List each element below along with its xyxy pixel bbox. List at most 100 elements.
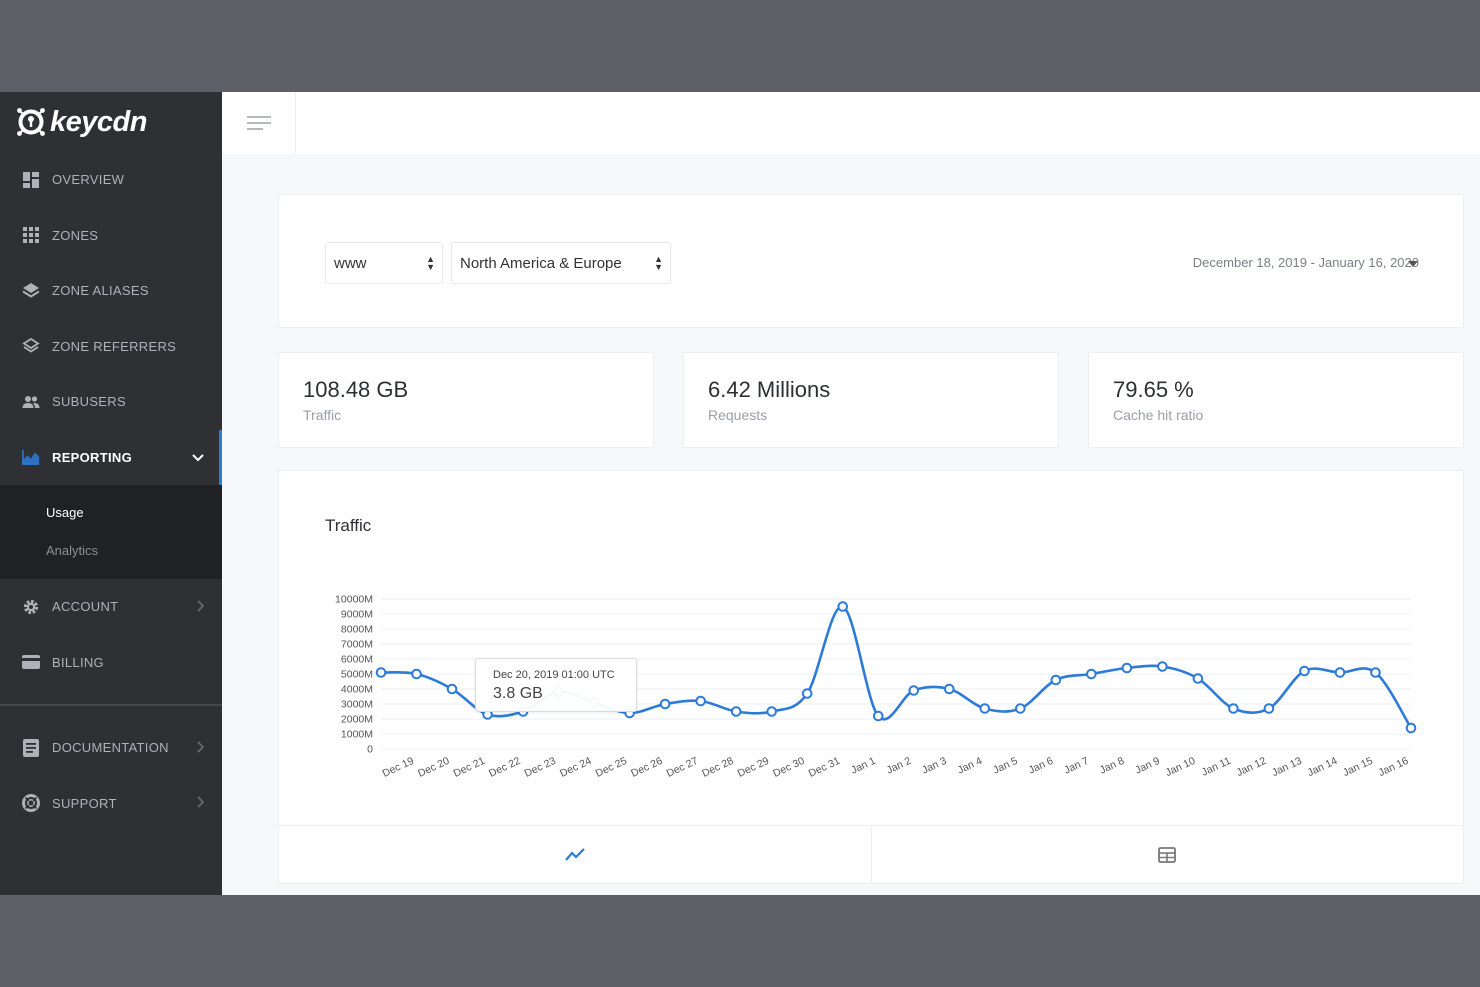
sidebar-item-zones[interactable]: ZONES [0,208,222,264]
menu-toggle-button[interactable] [222,92,296,154]
sidebar-item-label: DOCUMENTATION [52,740,169,756]
sidebar: keycdn OVERVIEW ZONES ZONE ALIASES ZONE … [0,92,222,895]
traffic-line-chart[interactable]: 0 1000M 2000M 3000M 4000M 5000M 6000M 7000M 8000… [279,471,1465,827]
hamburger-icon [246,116,271,118]
data-point [446,683,458,695]
data-point [1405,722,1417,734]
y-tick-label: 4000M [341,684,373,696]
data-point [1157,661,1168,672]
sidebar-item-billing[interactable]: BILLING [0,635,222,691]
dashboard-icon [22,171,40,189]
select-arrows-icon: ▲ ▼ [426,254,435,272]
sidebar-item-label: ZONES [52,227,99,243]
data-point [766,706,777,717]
sidebar-divider [0,704,222,706]
tooltip-value: 3.8 GB [493,685,543,702]
reporting-submenu: Usage Analytics [0,485,222,579]
sidebar-item-zone-referrers[interactable]: ZONE REFERRERS [0,319,222,375]
zone-select[interactable]: www ▲ ▼ [325,242,443,284]
data-point [1121,662,1133,674]
x-tick-label: Dec 23 [523,755,558,780]
tab-line-view[interactable] [279,826,871,883]
data-point [872,710,884,722]
select-arrows-icon: ▲ ▼ [654,254,663,272]
x-tick-label: Dec 24 [558,755,593,780]
chart-area-icon [22,448,40,466]
date-range-picker[interactable]: December 18, 2019 - January 16, 2020 [1192,255,1419,270]
filter-panel: www ▲ ▼ North America & Europe ▲ ▼ Decembe… [278,194,1464,328]
sidebar-item-label: SUBUSERS [52,394,126,410]
stat-label: Requests [708,407,768,423]
data-point [908,685,920,696]
y-tick-label: 5000M [341,669,373,681]
x-tick-label: Dec 30 [771,755,806,780]
y-tick-label: 7000M [341,639,373,651]
chart-view-tabs [279,825,1463,883]
users-icon [22,393,40,411]
sidebar-item-reporting[interactable]: REPORTING [0,429,222,486]
chevron-right-icon [196,795,205,811]
x-tick-label: Jan 12 [1235,755,1269,779]
sidebar-item-documentation[interactable]: DOCUMENTATION [0,720,222,776]
data-point [943,683,955,695]
data-point [1050,674,1062,686]
y-tick-label: 1000M [341,729,373,741]
y-tick-label: 9000M [341,609,373,621]
stat-label: Traffic [303,407,342,423]
data-point [730,706,742,717]
data-point [1299,665,1310,677]
chevron-right-icon [196,599,205,615]
y-tick-label: 8000M [341,624,373,636]
chevron-down-icon [192,449,204,465]
x-tick-label: Jan 11 [1200,755,1233,779]
x-tick-label: Jan 7 [1062,755,1090,777]
tab-table-view[interactable] [870,826,1464,883]
submenu-item-analytics[interactable]: Analytics [46,542,99,558]
y-tick-label: 3000M [341,699,373,711]
region-select[interactable]: North America & Europe ▲ ▼ [451,242,671,284]
line-chart-icon [564,847,585,861]
x-tick-label: Jan 3 [920,755,948,777]
sidebar-item-label: BILLING [52,654,104,670]
data-point [659,698,671,710]
sidebar-item-zone-aliases[interactable]: ZONE ALIASES [0,263,222,319]
y-tick-label: 2000M [341,714,373,726]
x-tick-label: Dec 20 [416,755,451,780]
sidebar-item-label: REPORTING [52,449,132,465]
stat-value: 108.48 GB [303,377,409,402]
x-tick-label: Jan 15 [1341,755,1375,779]
region-select-value: North America & Europe [460,254,622,272]
chevron-right-icon [196,740,205,756]
submenu-item-usage[interactable]: Usage [46,504,84,520]
data-point [1192,673,1204,684]
app-window: keycdn OVERVIEW ZONES ZONE ALIASES ZONE … [0,92,1480,895]
data-point [1015,703,1026,714]
sidebar-item-label: ZONE ALIASES [52,283,149,299]
sidebar-item-label: ZONE REFERRERS [52,338,177,354]
sidebar-item-overview[interactable]: OVERVIEW [0,152,222,208]
caret-down-icon[interactable] [1408,261,1418,267]
stat-card-cache-hit-ratio: 79.65 % Cache hit ratio [1088,352,1464,448]
x-tick-label: Dec 26 [629,755,664,780]
stat-card-traffic: 108.48 GB Traffic [278,352,654,448]
x-tick-label: Dec 28 [700,755,735,780]
x-tick-label: Dec 27 [665,755,700,780]
gear-icon [22,598,40,616]
data-point [695,695,706,707]
data-point [1086,668,1097,680]
x-tick-label: Jan 10 [1164,755,1198,779]
layers-icon [22,282,40,300]
sidebar-item-label: SUPPORT [52,795,117,811]
sidebar-item-account[interactable]: ACCOUNT [0,579,222,635]
x-tick-label: Dec 31 [807,755,842,780]
stat-value: 79.65 % [1113,377,1194,402]
x-tick-label: Dec 19 [381,755,416,780]
sidebar-item-subusers[interactable]: SUBUSERS [0,374,222,430]
x-tick-label: Jan 1 [849,755,877,777]
x-tick-label: Dec 25 [594,755,629,780]
sidebar-item-support[interactable]: SUPPORT [0,776,222,832]
x-tick-label: Jan 8 [1098,755,1126,777]
data-point [979,703,991,714]
logo[interactable]: keycdn [0,92,222,152]
top-bar [222,92,1480,154]
